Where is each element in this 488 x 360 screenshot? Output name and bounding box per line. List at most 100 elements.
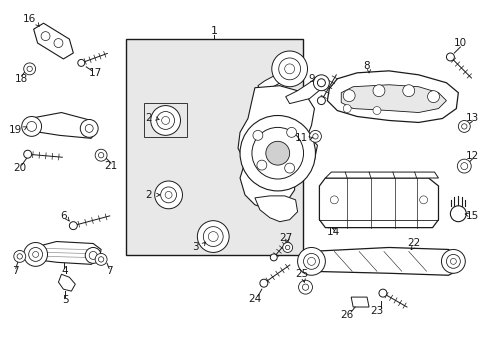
Circle shape <box>33 251 39 257</box>
Circle shape <box>24 150 32 158</box>
Circle shape <box>29 247 42 261</box>
Polygon shape <box>301 247 462 275</box>
Circle shape <box>24 63 36 75</box>
Polygon shape <box>325 172 438 178</box>
Circle shape <box>165 192 172 198</box>
Circle shape <box>302 284 308 290</box>
Circle shape <box>156 112 174 129</box>
Circle shape <box>41 32 50 41</box>
Circle shape <box>95 149 107 161</box>
Text: 2: 2 <box>145 190 152 200</box>
Circle shape <box>312 134 318 139</box>
Polygon shape <box>24 113 97 138</box>
Circle shape <box>161 187 176 203</box>
Circle shape <box>307 257 315 265</box>
Text: 8: 8 <box>363 61 369 71</box>
Circle shape <box>85 125 93 132</box>
Circle shape <box>256 160 266 170</box>
Bar <box>126 39 302 255</box>
Circle shape <box>449 258 455 264</box>
Circle shape <box>17 254 22 259</box>
Circle shape <box>69 222 77 230</box>
Circle shape <box>95 253 107 265</box>
Circle shape <box>240 116 315 191</box>
Circle shape <box>313 75 328 91</box>
Circle shape <box>154 181 182 209</box>
Circle shape <box>89 251 97 260</box>
Text: 17: 17 <box>88 68 102 78</box>
Polygon shape <box>341 85 446 113</box>
Circle shape <box>259 279 267 287</box>
Circle shape <box>54 39 63 48</box>
Circle shape <box>372 107 380 114</box>
Circle shape <box>427 91 439 103</box>
Circle shape <box>27 121 37 131</box>
Circle shape <box>441 249 464 273</box>
Circle shape <box>285 245 289 250</box>
Circle shape <box>303 253 319 269</box>
Text: 11: 11 <box>294 133 307 143</box>
Text: 13: 13 <box>465 113 478 123</box>
Polygon shape <box>285 77 324 104</box>
Text: 4: 4 <box>61 266 67 276</box>
Circle shape <box>343 90 354 102</box>
Circle shape <box>251 127 303 179</box>
Text: 5: 5 <box>62 295 69 305</box>
Circle shape <box>162 117 169 125</box>
Circle shape <box>21 117 41 136</box>
Text: 26: 26 <box>340 310 353 320</box>
Text: 27: 27 <box>279 233 292 243</box>
Circle shape <box>446 53 453 61</box>
Circle shape <box>80 120 98 137</box>
Polygon shape <box>326 71 457 122</box>
Polygon shape <box>238 86 317 210</box>
Circle shape <box>378 289 386 297</box>
Bar <box>143 103 187 137</box>
Text: 19: 19 <box>9 125 22 135</box>
Text: 7: 7 <box>105 266 112 276</box>
Text: 20: 20 <box>13 163 26 173</box>
Polygon shape <box>350 297 368 307</box>
Circle shape <box>98 153 103 158</box>
Text: 10: 10 <box>453 38 466 48</box>
Circle shape <box>282 243 292 252</box>
Circle shape <box>284 163 294 173</box>
Polygon shape <box>319 178 438 228</box>
Circle shape <box>270 254 277 261</box>
Circle shape <box>460 163 467 170</box>
Circle shape <box>27 66 32 72</box>
Polygon shape <box>34 23 73 59</box>
Text: 16: 16 <box>23 14 36 24</box>
Text: 18: 18 <box>15 74 28 84</box>
Circle shape <box>297 247 325 275</box>
Circle shape <box>265 141 289 165</box>
Text: 24: 24 <box>248 294 261 304</box>
Polygon shape <box>30 242 101 264</box>
Circle shape <box>460 163 467 169</box>
Text: 23: 23 <box>369 306 383 316</box>
Circle shape <box>461 124 466 129</box>
Circle shape <box>372 85 384 96</box>
Circle shape <box>197 221 229 252</box>
Text: 9: 9 <box>307 74 314 84</box>
Circle shape <box>330 196 338 204</box>
Text: 14: 14 <box>326 226 339 237</box>
Circle shape <box>284 64 294 74</box>
Circle shape <box>317 96 325 105</box>
Circle shape <box>317 79 325 87</box>
Circle shape <box>78 59 84 66</box>
Text: 7: 7 <box>12 266 19 276</box>
Circle shape <box>208 231 218 242</box>
Text: 2: 2 <box>145 113 152 123</box>
Circle shape <box>85 247 101 264</box>
Text: 12: 12 <box>465 151 478 161</box>
Circle shape <box>14 251 26 262</box>
Circle shape <box>252 130 263 140</box>
Circle shape <box>457 121 469 132</box>
Polygon shape <box>254 196 297 222</box>
Text: 25: 25 <box>294 269 307 279</box>
Text: 15: 15 <box>465 211 478 221</box>
Text: 3: 3 <box>192 243 198 252</box>
Text: 21: 21 <box>104 161 118 171</box>
Circle shape <box>286 127 296 137</box>
